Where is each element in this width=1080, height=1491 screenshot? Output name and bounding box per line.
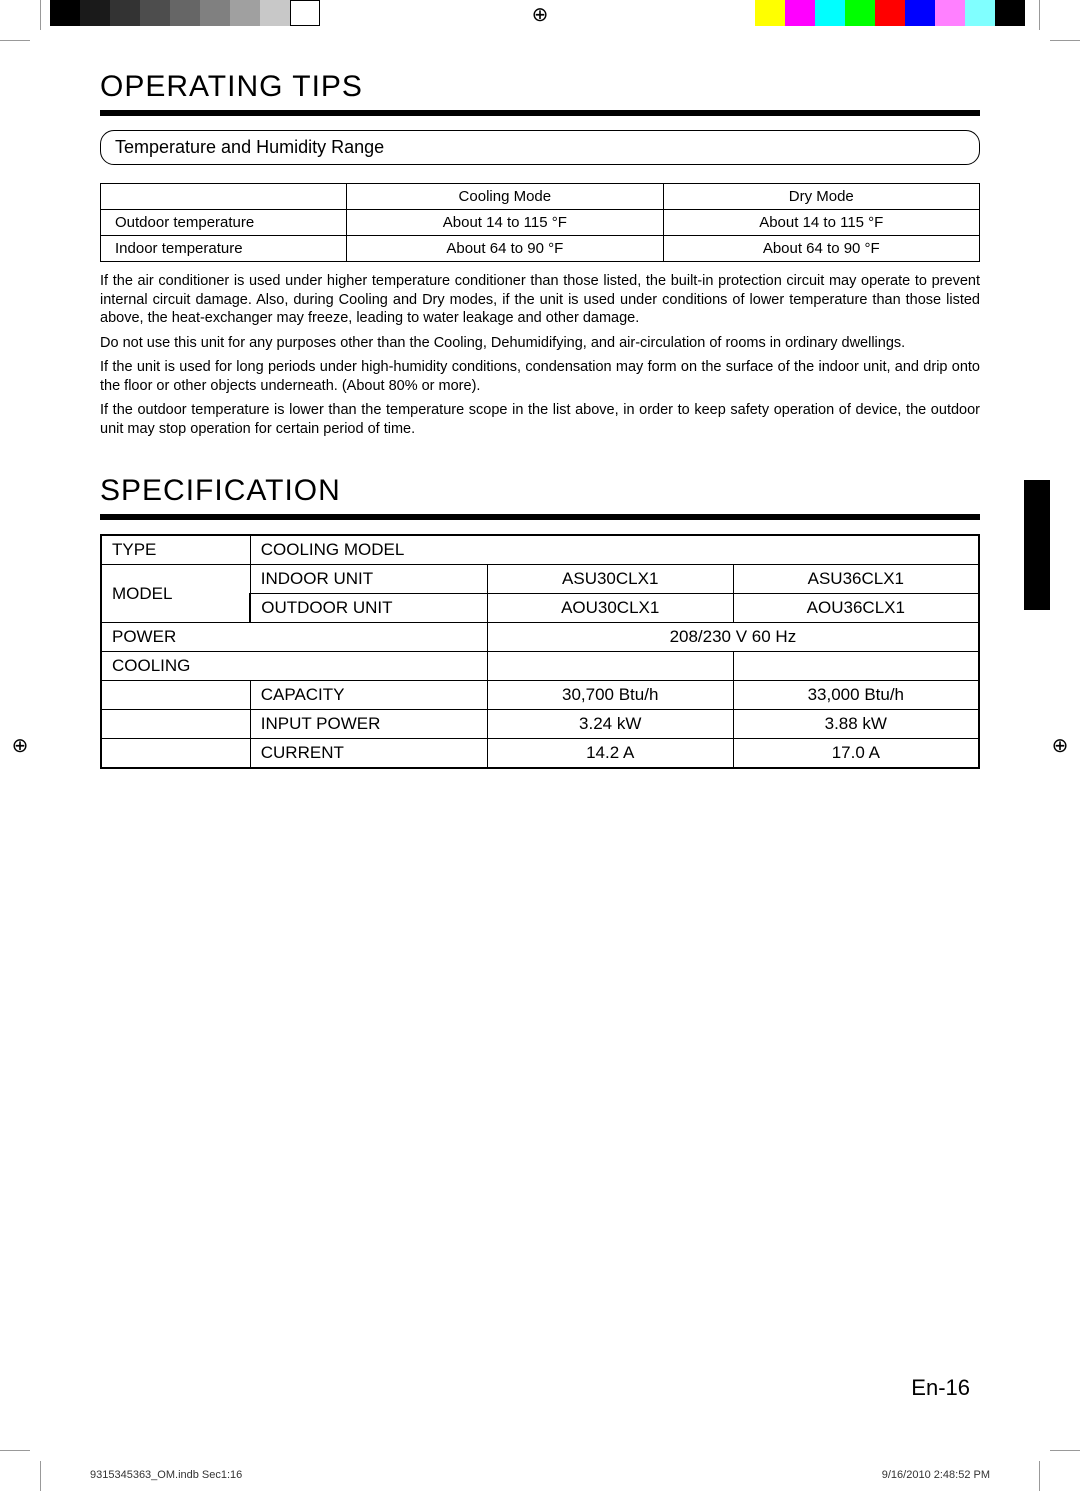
spec-cell [733, 652, 979, 681]
heading-operating-tips: OPERATING TIPS [100, 70, 980, 104]
spec-cell: 30,700 Btu/h [487, 681, 733, 710]
table-cell [101, 184, 347, 210]
grayscale-strip [50, 0, 320, 30]
specification-table: TYPE COOLING MODEL MODEL INDOOR UNIT ASU… [100, 534, 980, 769]
heading-rule [100, 514, 980, 520]
spec-cell: COOLING [101, 652, 487, 681]
spec-cell: POWER [101, 623, 487, 652]
heading-rule [100, 110, 980, 116]
spec-cell: 14.2 A [487, 739, 733, 769]
crop-mark [1050, 40, 1080, 41]
registration-mark-icon: ⊕ [10, 736, 30, 756]
spec-cell: 208/230 V 60 Hz [487, 623, 979, 652]
table-cell: About 14 to 115 °F [663, 210, 979, 236]
page-number: En-16 [911, 1375, 970, 1401]
spec-cell: 3.24 kW [487, 710, 733, 739]
table-header: Dry Mode [663, 184, 979, 210]
table-cell: Indoor temperature [101, 236, 347, 262]
spec-cell: CURRENT [250, 739, 487, 769]
spec-cell: MODEL [101, 565, 250, 623]
paragraph: If the unit is used for long periods und… [100, 358, 980, 395]
table-cell: About 14 to 115 °F [347, 210, 663, 236]
heading-specification: SPECIFICATION [100, 474, 980, 508]
spec-cell: 3.88 kW [733, 710, 979, 739]
color-strip [755, 0, 1025, 30]
paragraph: If the outdoor temperature is lower than… [100, 401, 980, 438]
spec-cell: INPUT POWER [250, 710, 487, 739]
spec-cell: ASU30CLX1 [487, 565, 733, 594]
paragraph: Do not use this unit for any purposes ot… [100, 334, 980, 353]
subheading-temp-humidity: Temperature and Humidity Range [100, 130, 980, 165]
paragraph: If the air conditioner is used under hig… [100, 272, 980, 328]
spec-cell: COOLING MODEL [250, 535, 979, 565]
section-tab [1024, 480, 1050, 610]
table-cell: About 64 to 90 °F [663, 236, 979, 262]
registration-mark-icon: ⊕ [1050, 736, 1070, 756]
crop-mark [40, 1461, 41, 1491]
spec-cell [101, 710, 250, 739]
crop-mark [40, 0, 41, 30]
spec-cell: TYPE [101, 535, 250, 565]
spec-cell: 33,000 Btu/h [733, 681, 979, 710]
spec-cell: CAPACITY [250, 681, 487, 710]
table-header: Cooling Mode [347, 184, 663, 210]
table-cell: About 64 to 90 °F [347, 236, 663, 262]
spec-cell: INDOOR UNIT [250, 565, 487, 594]
crop-mark [1050, 1450, 1080, 1451]
crop-mark [1039, 0, 1040, 30]
spec-cell: ASU36CLX1 [733, 565, 979, 594]
spec-cell [101, 739, 250, 769]
footer-filename: 9315345363_OM.indb Sec1:16 [90, 1469, 242, 1481]
spec-cell: OUTDOOR UNIT [250, 594, 487, 623]
spec-cell [101, 681, 250, 710]
registration-mark-icon: ⊕ [530, 4, 550, 24]
page-content: OPERATING TIPS Temperature and Humidity … [70, 50, 1010, 1421]
crop-mark [0, 1450, 30, 1451]
spec-cell: AOU36CLX1 [733, 594, 979, 623]
crop-mark [1039, 1461, 1040, 1491]
crop-mark [0, 40, 30, 41]
spec-cell [487, 652, 733, 681]
table-cell: Outdoor temperature [101, 210, 347, 236]
footer-timestamp: 9/16/2010 2:48:52 PM [882, 1469, 990, 1481]
spec-cell: 17.0 A [733, 739, 979, 769]
temp-humidity-table: Cooling Mode Dry Mode Outdoor temperatur… [100, 183, 980, 262]
print-footer: 9315345363_OM.indb Sec1:16 9/16/2010 2:4… [90, 1469, 990, 1481]
spec-cell: AOU30CLX1 [487, 594, 733, 623]
